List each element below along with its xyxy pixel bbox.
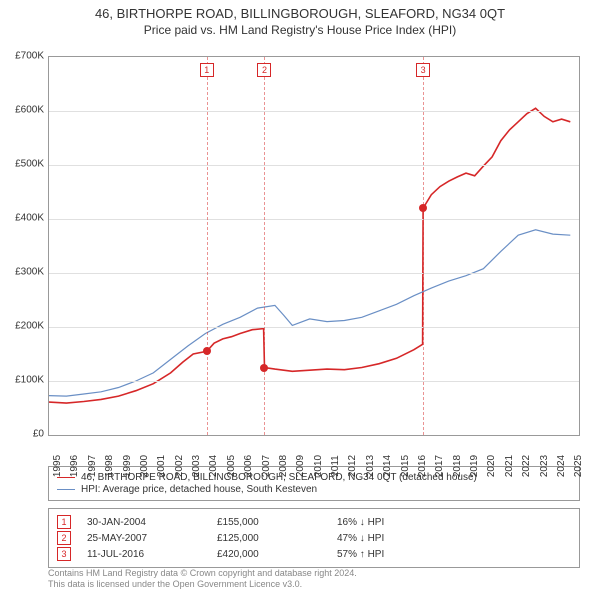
x-axis-label: 2014 xyxy=(382,455,393,477)
x-axis-label: 2011 xyxy=(330,455,341,477)
legend-row: HPI: Average price, detached house, Sout… xyxy=(57,484,571,495)
footer-attribution: Contains HM Land Registry data © Crown c… xyxy=(48,568,357,590)
events-table: 1 30-JAN-2004£155,00016% ↓ HPI 2 25-MAY-200… xyxy=(48,508,580,568)
y-axis-label: £100K xyxy=(4,375,44,386)
gridline xyxy=(49,273,579,274)
x-axis-label: 2018 xyxy=(452,455,463,477)
event-date: 11-JUL-2016 xyxy=(87,549,217,560)
y-axis-label: £600K xyxy=(4,105,44,116)
event-price: £420,000 xyxy=(217,549,337,560)
x-axis-label: 2001 xyxy=(156,455,167,477)
gridline xyxy=(49,111,579,112)
y-axis-label: £500K xyxy=(4,159,44,170)
event-price: £125,000 xyxy=(217,533,337,544)
x-axis-label: 2010 xyxy=(313,455,324,477)
gridline xyxy=(49,327,579,328)
x-axis-label: 2020 xyxy=(486,455,497,477)
event-marker-chart: 2 xyxy=(257,63,271,77)
event-vline xyxy=(207,57,208,435)
x-axis-label: 1999 xyxy=(122,455,133,477)
x-axis-label: 2013 xyxy=(365,455,376,477)
event-delta: 16% ↓ HPI xyxy=(337,517,384,528)
x-axis-label: 1998 xyxy=(104,455,115,477)
x-axis-label: 2023 xyxy=(539,455,550,477)
x-axis-label: 2022 xyxy=(521,455,532,477)
y-axis-label: £700K xyxy=(4,51,44,62)
event-row: 3 11-JUL-2016£420,00057% ↑ HPI xyxy=(57,547,571,561)
event-date: 25-MAY-2007 xyxy=(87,533,217,544)
x-axis-label: 2004 xyxy=(208,455,219,477)
event-dot xyxy=(419,204,427,212)
legend-swatch xyxy=(57,477,75,478)
x-axis-label: 2015 xyxy=(400,455,411,477)
gridline xyxy=(49,219,579,220)
event-delta: 47% ↓ HPI xyxy=(337,533,384,544)
legend-swatch xyxy=(57,489,75,490)
event-vline xyxy=(264,57,265,435)
event-vline xyxy=(423,57,424,435)
x-axis-label: 2025 xyxy=(573,455,584,477)
x-axis-label: 1995 xyxy=(52,455,63,477)
x-axis-label: 2021 xyxy=(504,455,515,477)
chart-subtitle: Price paid vs. HM Land Registry's House … xyxy=(0,23,600,37)
legend-label: HPI: Average price, detached house, Sout… xyxy=(81,484,317,495)
x-axis-label: 2016 xyxy=(417,455,428,477)
event-marker-chart: 1 xyxy=(200,63,214,77)
event-dot xyxy=(203,347,211,355)
gridline xyxy=(49,381,579,382)
chart-lines xyxy=(49,57,579,435)
gridline xyxy=(49,165,579,166)
y-axis-label: £0 xyxy=(4,429,44,440)
event-price: £155,000 xyxy=(217,517,337,528)
x-axis-label: 2024 xyxy=(556,455,567,477)
event-marker-icon: 1 xyxy=(57,515,71,529)
x-axis-label: 2005 xyxy=(226,455,237,477)
x-axis-label: 2002 xyxy=(174,455,185,477)
event-row: 2 25-MAY-2007£125,00047% ↓ HPI xyxy=(57,531,571,545)
chart-title: 46, BIRTHORPE ROAD, BILLINGBOROUGH, SLEA… xyxy=(0,6,600,21)
x-axis-label: 2000 xyxy=(139,455,150,477)
series-hpi xyxy=(49,230,570,396)
x-axis-label: 2017 xyxy=(434,455,445,477)
footer-line-1: Contains HM Land Registry data © Crown c… xyxy=(48,568,357,579)
x-axis-label: 2019 xyxy=(469,455,480,477)
event-dot xyxy=(260,364,268,372)
y-axis-label: £200K xyxy=(4,321,44,332)
event-delta: 57% ↑ HPI xyxy=(337,549,384,560)
footer-line-2: This data is licensed under the Open Gov… xyxy=(48,579,357,590)
event-marker-icon: 3 xyxy=(57,547,71,561)
x-axis-label: 1996 xyxy=(69,455,80,477)
x-axis-label: 2007 xyxy=(261,455,272,477)
x-axis-label: 2008 xyxy=(278,455,289,477)
event-date: 30-JAN-2004 xyxy=(87,517,217,528)
chart-plot-area: 1 2 3 xyxy=(48,56,580,436)
x-axis-label: 2003 xyxy=(191,455,202,477)
y-axis-label: £400K xyxy=(4,213,44,224)
x-axis-label: 2009 xyxy=(295,455,306,477)
event-row: 1 30-JAN-2004£155,00016% ↓ HPI xyxy=(57,515,571,529)
y-axis-label: £300K xyxy=(4,267,44,278)
series-property xyxy=(49,108,570,403)
event-marker-icon: 2 xyxy=(57,531,71,545)
x-axis-label: 1997 xyxy=(87,455,98,477)
x-axis-label: 2006 xyxy=(243,455,254,477)
x-axis-label: 2012 xyxy=(347,455,358,477)
event-marker-chart: 3 xyxy=(416,63,430,77)
